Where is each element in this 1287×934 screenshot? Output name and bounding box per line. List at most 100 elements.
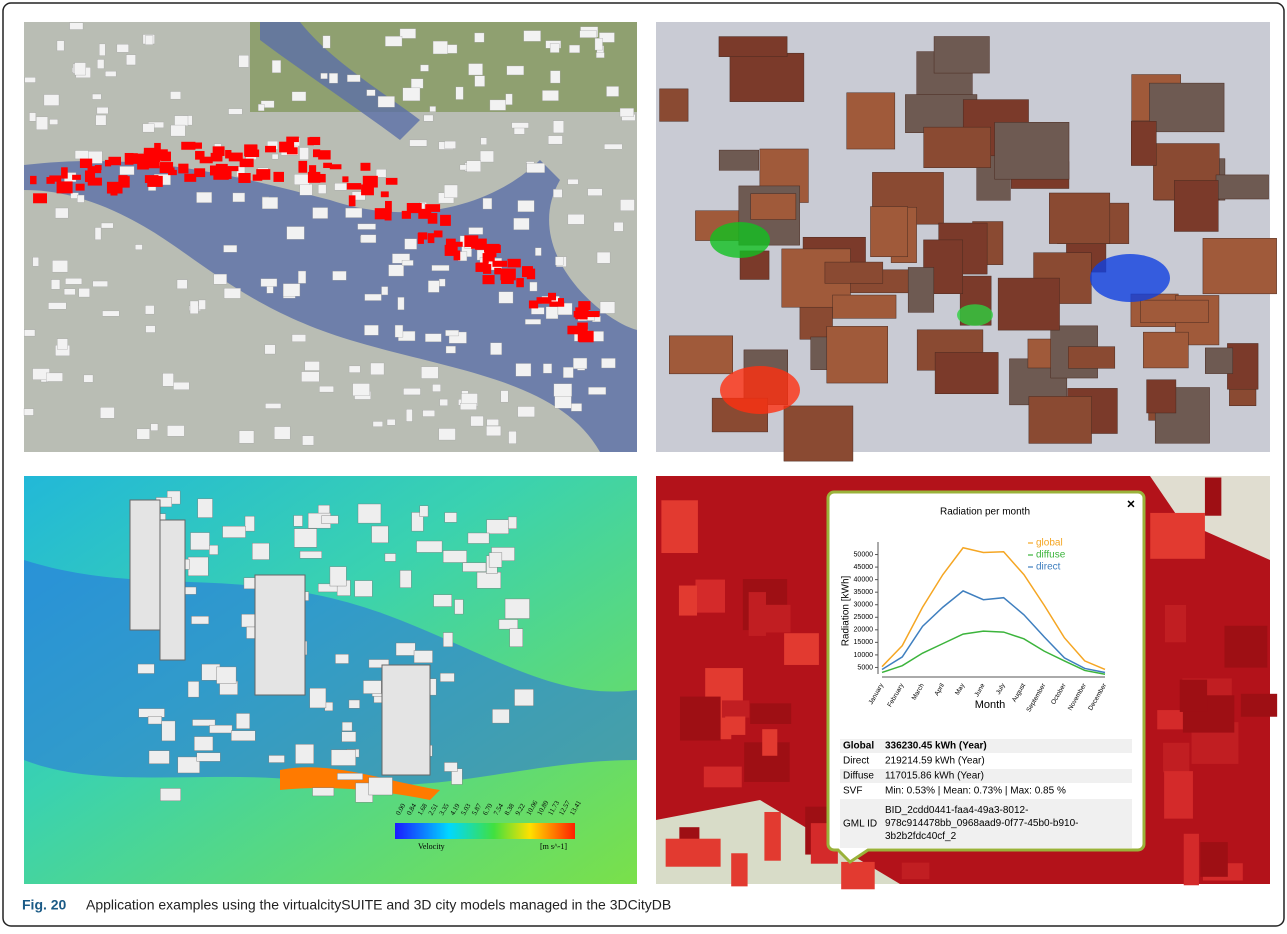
building bbox=[337, 773, 364, 780]
building bbox=[569, 44, 580, 53]
building bbox=[268, 755, 285, 763]
flooded-building bbox=[385, 177, 398, 185]
flooded-building bbox=[492, 260, 507, 267]
flooded-building bbox=[79, 158, 93, 168]
flooded-building bbox=[30, 175, 37, 185]
building bbox=[543, 363, 552, 374]
roof bbox=[661, 500, 698, 554]
building bbox=[55, 207, 69, 219]
y-axis-label: Radiation [kWh] bbox=[841, 575, 852, 646]
roof bbox=[718, 149, 759, 171]
flooded-building bbox=[448, 243, 456, 250]
building bbox=[46, 372, 63, 382]
building bbox=[549, 43, 560, 53]
building bbox=[506, 65, 524, 76]
building bbox=[468, 63, 483, 76]
flooded-building bbox=[507, 258, 521, 268]
building bbox=[209, 544, 219, 555]
building bbox=[490, 342, 502, 355]
flooded-building bbox=[440, 214, 451, 226]
roof bbox=[870, 206, 908, 258]
flooded-building bbox=[427, 233, 435, 244]
building bbox=[36, 116, 48, 130]
building bbox=[196, 192, 212, 203]
roof bbox=[784, 633, 819, 665]
roof bbox=[901, 862, 930, 880]
building bbox=[402, 87, 421, 102]
building bbox=[413, 650, 433, 663]
building bbox=[244, 515, 255, 532]
flooded-building bbox=[72, 174, 81, 180]
building bbox=[262, 197, 278, 210]
flooded-building bbox=[323, 162, 333, 169]
roof bbox=[750, 703, 792, 725]
flooded-building bbox=[178, 163, 189, 174]
close-button[interactable]: × bbox=[1127, 496, 1135, 512]
building bbox=[442, 550, 467, 563]
building bbox=[480, 137, 487, 145]
building bbox=[388, 264, 404, 277]
building bbox=[553, 120, 564, 134]
building bbox=[318, 184, 327, 194]
building bbox=[486, 419, 499, 426]
flooded-building bbox=[427, 213, 438, 224]
roof bbox=[731, 853, 748, 887]
building bbox=[385, 36, 403, 47]
building bbox=[375, 169, 387, 178]
chart-title: Radiation per month bbox=[940, 507, 1030, 518]
building bbox=[406, 409, 413, 422]
building bbox=[148, 750, 170, 764]
building bbox=[160, 788, 181, 802]
building bbox=[126, 54, 136, 66]
building bbox=[209, 724, 233, 734]
building bbox=[345, 207, 363, 218]
building bbox=[92, 93, 102, 100]
flooded-building bbox=[471, 242, 484, 249]
building bbox=[554, 395, 572, 409]
roof bbox=[1204, 477, 1222, 516]
flooded-building bbox=[252, 174, 263, 181]
building bbox=[173, 382, 190, 390]
flooded-building bbox=[265, 145, 277, 153]
building bbox=[334, 183, 347, 191]
building bbox=[492, 709, 510, 724]
flooded-building bbox=[487, 256, 495, 262]
series-line bbox=[881, 546, 1106, 671]
roof bbox=[721, 700, 750, 718]
building bbox=[545, 306, 559, 319]
roof bbox=[718, 36, 788, 57]
building bbox=[357, 223, 376, 230]
building bbox=[302, 435, 314, 446]
roof bbox=[1174, 180, 1219, 232]
building bbox=[96, 107, 109, 114]
flooded-building bbox=[131, 153, 147, 164]
row-value: 117015.86 kWh (Year) bbox=[885, 771, 984, 782]
table-row bbox=[840, 769, 1132, 783]
building bbox=[191, 616, 209, 625]
flooded-building bbox=[444, 244, 458, 256]
building bbox=[486, 425, 502, 437]
roof bbox=[1164, 771, 1193, 819]
building bbox=[232, 192, 245, 203]
flooded-building bbox=[87, 166, 102, 174]
building bbox=[51, 279, 61, 290]
building bbox=[474, 32, 485, 43]
row-label: Global bbox=[843, 741, 874, 752]
building bbox=[454, 599, 464, 615]
building bbox=[65, 278, 83, 285]
roof bbox=[923, 126, 991, 168]
building bbox=[102, 310, 120, 317]
building bbox=[348, 699, 360, 709]
flooded-building bbox=[433, 230, 443, 238]
building bbox=[488, 552, 503, 568]
flooded-building bbox=[118, 176, 130, 188]
building bbox=[364, 324, 379, 336]
flooded-building bbox=[385, 200, 392, 213]
roof bbox=[679, 696, 721, 741]
building bbox=[410, 78, 424, 89]
flooded-building bbox=[227, 166, 239, 172]
building bbox=[381, 286, 389, 296]
building bbox=[550, 70, 561, 84]
building bbox=[444, 140, 456, 149]
